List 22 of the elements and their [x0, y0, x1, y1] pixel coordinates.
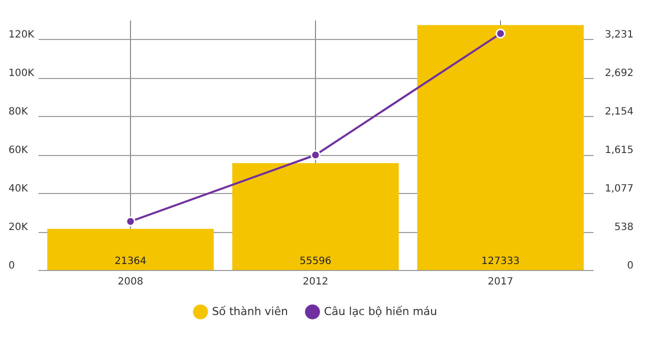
x-tick-label: 2017: [488, 276, 514, 288]
legend-label: Câu lạc bộ hiến máu: [324, 304, 438, 318]
data-label: 21364: [114, 256, 146, 267]
data-label: 127333: [481, 256, 520, 267]
y2-tick-label: 2,692: [604, 68, 634, 80]
y-tick-label: 0: [8, 260, 15, 272]
y-tick-label: 80K: [8, 106, 28, 118]
y-tick-label: 40K: [8, 184, 28, 195]
y-tick-label: 20K: [8, 222, 28, 234]
y2-tick-label: 0: [627, 260, 634, 272]
data-label: 55596: [300, 256, 332, 267]
y-tick-label: 120K: [8, 30, 35, 41]
y2-tick-label: 3,231: [604, 30, 634, 41]
y2-tick-label: 2,154: [604, 106, 634, 118]
y2-tick-label: 1,615: [604, 145, 634, 156]
y2-tick-label: 1,077: [604, 184, 634, 195]
x-tick-label: 2008: [118, 276, 144, 288]
legend-label: Số thành viên: [212, 304, 288, 318]
y-tick-label: 60K: [8, 145, 28, 156]
y2-tick-label: 538: [614, 222, 634, 234]
x-tick-label: 2012: [302, 276, 328, 288]
y-tick-label: 100K: [8, 68, 35, 80]
